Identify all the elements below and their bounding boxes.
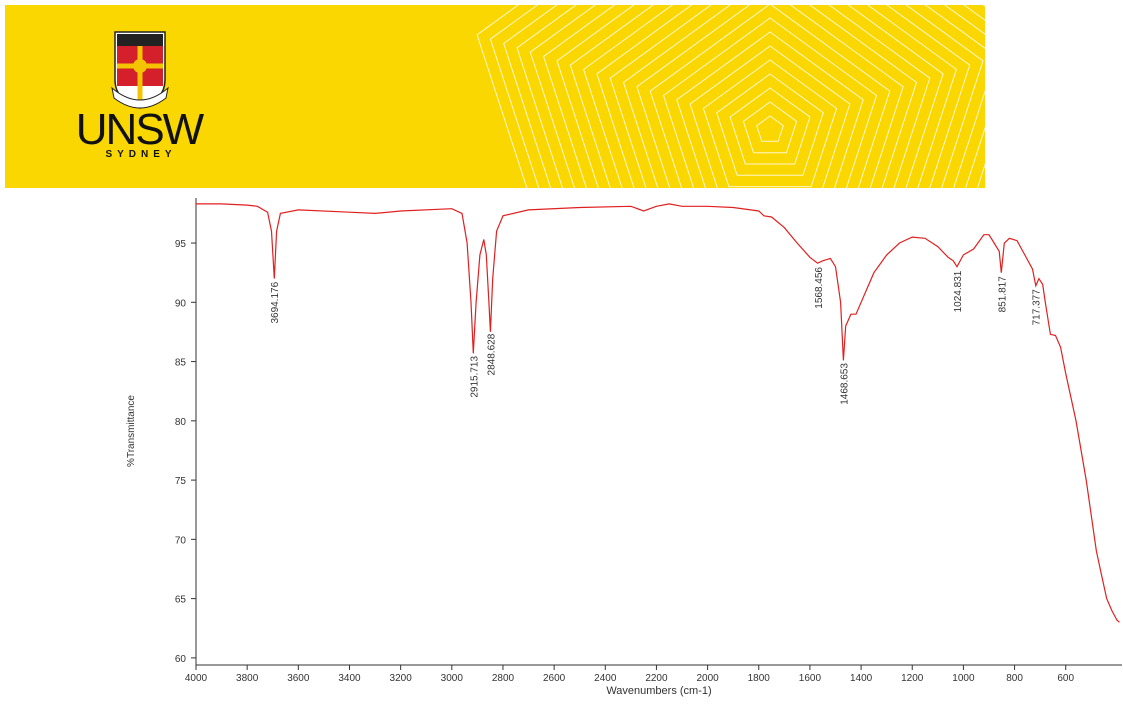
- y-tick-label: 65: [175, 595, 187, 606]
- x-tick-label: 2600: [543, 673, 566, 684]
- y-tick-label: 85: [175, 358, 187, 369]
- x-tick-label: 3800: [236, 673, 259, 684]
- x-tick-label: 1000: [952, 673, 975, 684]
- peak-label: 2915.713: [469, 356, 480, 398]
- y-tick-label: 90: [175, 298, 187, 309]
- peak-label: 2848.628: [487, 333, 498, 375]
- pattern-line: [662, 17, 878, 188]
- x-tick-label: 3000: [441, 673, 464, 684]
- x-tick-label: 1200: [901, 673, 924, 684]
- peak-label: 1568.456: [814, 267, 825, 309]
- x-tick-label: 1800: [748, 673, 771, 684]
- y-tick-label: 60: [175, 654, 187, 665]
- pattern-line: [622, 5, 918, 188]
- peak-label: 851.817: [997, 276, 1008, 313]
- logo-text: UNSW: [76, 105, 205, 154]
- pattern-line: [556, 5, 984, 188]
- x-tick-label: 1600: [799, 673, 822, 684]
- x-tick-label: 600: [1057, 673, 1074, 684]
- pattern-line: [716, 73, 824, 176]
- pattern-line: [583, 5, 957, 188]
- pattern-line: [702, 59, 838, 188]
- peak-label: 3694.176: [270, 281, 281, 323]
- y-tick-label: 95: [175, 239, 187, 250]
- pattern-line: [676, 31, 864, 188]
- crest: [111, 31, 169, 109]
- peak-label: 1024.831: [953, 270, 964, 312]
- pattern-line: [569, 5, 971, 188]
- pattern-line: [649, 5, 891, 188]
- x-axis-label: Wavenumbers (cm-1): [606, 685, 711, 697]
- pattern-line: [543, 5, 985, 188]
- x-tick-label: 2800: [492, 673, 515, 684]
- x-tick-label: 4000: [185, 673, 208, 684]
- pattern-line: [609, 5, 931, 188]
- x-tick-label: 800: [1006, 673, 1023, 684]
- peak-label: 717.377: [1032, 289, 1043, 326]
- x-tick-label: 3400: [338, 673, 361, 684]
- pattern-line: [756, 115, 784, 142]
- x-tick-label: 2200: [645, 673, 668, 684]
- x-tick-label: 3600: [287, 673, 310, 684]
- pattern-line: [742, 101, 798, 154]
- pattern-line: [636, 5, 904, 188]
- pattern-line: [689, 45, 851, 188]
- x-tick-label: 2000: [696, 673, 719, 684]
- y-tick-label: 70: [175, 535, 187, 546]
- pattern-line: [516, 5, 985, 188]
- pattern-line: [529, 5, 985, 188]
- x-tick-label: 3200: [390, 673, 413, 684]
- pattern-line: [729, 87, 811, 165]
- pattern-line: [489, 5, 540, 188]
- pattern-line: [503, 5, 985, 188]
- spectrum-line: [196, 203, 1120, 623]
- y-tick-label: 80: [175, 417, 187, 428]
- logo-subtext: SYDNEY: [105, 149, 176, 160]
- pattern-line: [596, 5, 944, 188]
- y-tick-label: 75: [175, 476, 187, 487]
- peak-label: 1468.653: [840, 363, 851, 405]
- y-axis-label: %Transmittance: [126, 395, 137, 467]
- banner-pattern: [476, 5, 985, 188]
- x-tick-label: 1400: [850, 673, 873, 684]
- x-tick-label: 2400: [594, 673, 617, 684]
